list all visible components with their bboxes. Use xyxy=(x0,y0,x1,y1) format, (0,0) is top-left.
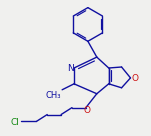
Text: O: O xyxy=(132,74,139,83)
Text: Cl: Cl xyxy=(11,118,19,127)
Text: N: N xyxy=(67,64,73,73)
Text: CH₃: CH₃ xyxy=(46,91,61,100)
Text: O: O xyxy=(83,106,90,115)
